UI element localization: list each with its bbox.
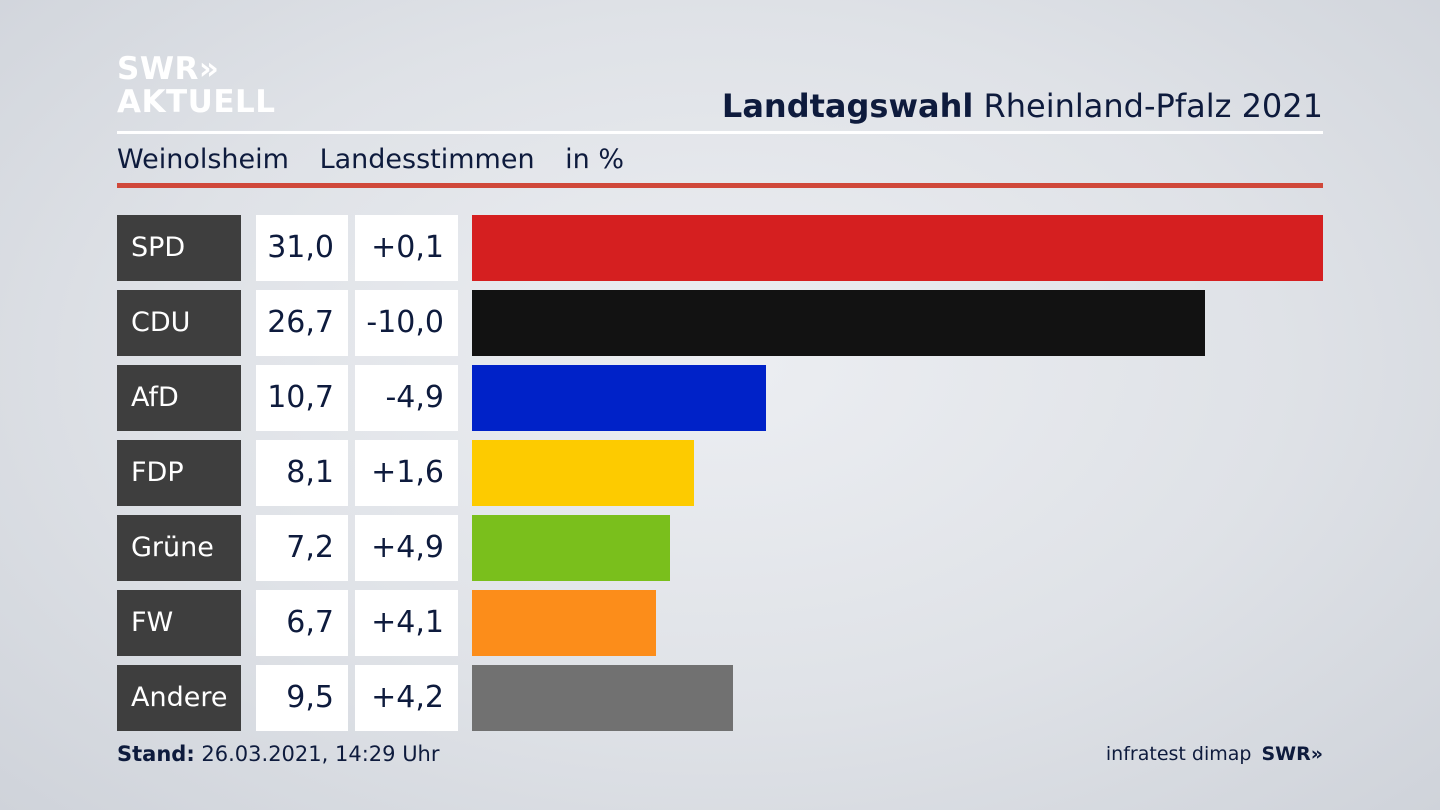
source-credit: infratest dimap SWR»	[1106, 740, 1323, 768]
percent-value: 10,7	[256, 365, 348, 431]
result-bar	[472, 365, 766, 431]
party-label: AfD	[117, 365, 241, 431]
result-row: Grüne 7,2 +4,9	[117, 515, 1323, 581]
party-label: Andere	[117, 665, 241, 731]
result-row: Andere 9,5 +4,2	[117, 665, 1323, 731]
change-value: +0,1	[355, 215, 458, 281]
party-label: SPD	[117, 215, 241, 281]
swr-brand-logo: SWR»	[1261, 743, 1323, 765]
result-row: FDP 8,1 +1,6	[117, 440, 1323, 506]
percent-value: 7,2	[256, 515, 348, 581]
logo-line-2: AKTUELL	[117, 84, 276, 120]
header-divider	[117, 131, 1323, 134]
change-value: +4,2	[355, 665, 458, 731]
result-row: SPD 31,0 +0,1	[117, 215, 1323, 281]
subtitle-unit: in %	[565, 144, 625, 175]
timestamp: Stand: 26.03.2021, 14:29 Uhr	[117, 740, 440, 768]
title-rest: Rheinland-Pfalz 2021	[983, 87, 1323, 125]
subtitle-place: Weinolsheim	[117, 144, 289, 175]
percent-value: 31,0	[256, 215, 348, 281]
result-bar	[472, 215, 1323, 281]
percent-value: 26,7	[256, 290, 348, 356]
change-value: +4,1	[355, 590, 458, 656]
result-bar	[472, 290, 1205, 356]
percent-value: 8,1	[256, 440, 348, 506]
result-bar	[472, 590, 656, 656]
result-row: CDU 26,7 -10,0	[117, 290, 1323, 356]
change-value: -10,0	[355, 290, 458, 356]
result-bar	[472, 440, 694, 506]
party-label: FW	[117, 590, 241, 656]
accent-divider	[117, 183, 1323, 188]
result-row: AfD 10,7 -4,9	[117, 365, 1323, 431]
change-value: +1,6	[355, 440, 458, 506]
page-title: Landtagswahl Rheinland-Pfalz 2021	[722, 86, 1323, 126]
source-name: infratest dimap	[1105, 743, 1252, 765]
subtitle-type: Landesstimmen	[319, 144, 535, 175]
party-label: FDP	[117, 440, 241, 506]
stand-value: 26.03.2021, 14:29 Uhr	[201, 742, 440, 766]
result-row: FW 6,7 +4,1	[117, 590, 1323, 656]
logo-line-1: SWR»	[117, 51, 220, 87]
percent-value: 9,5	[256, 665, 348, 731]
change-value: +4,9	[355, 515, 458, 581]
result-bar	[472, 665, 733, 731]
stand-label: Stand:	[117, 742, 195, 766]
party-label: CDU	[117, 290, 241, 356]
swr-aktuell-logo: SWR» AKTUELL	[117, 54, 276, 118]
change-value: -4,9	[355, 365, 458, 431]
title-bold: Landtagswahl	[721, 87, 974, 125]
subtitle: Weinolsheim Landesstimmen in %	[117, 143, 646, 177]
percent-value: 6,7	[256, 590, 348, 656]
party-label: Grüne	[117, 515, 241, 581]
result-bar	[472, 515, 670, 581]
